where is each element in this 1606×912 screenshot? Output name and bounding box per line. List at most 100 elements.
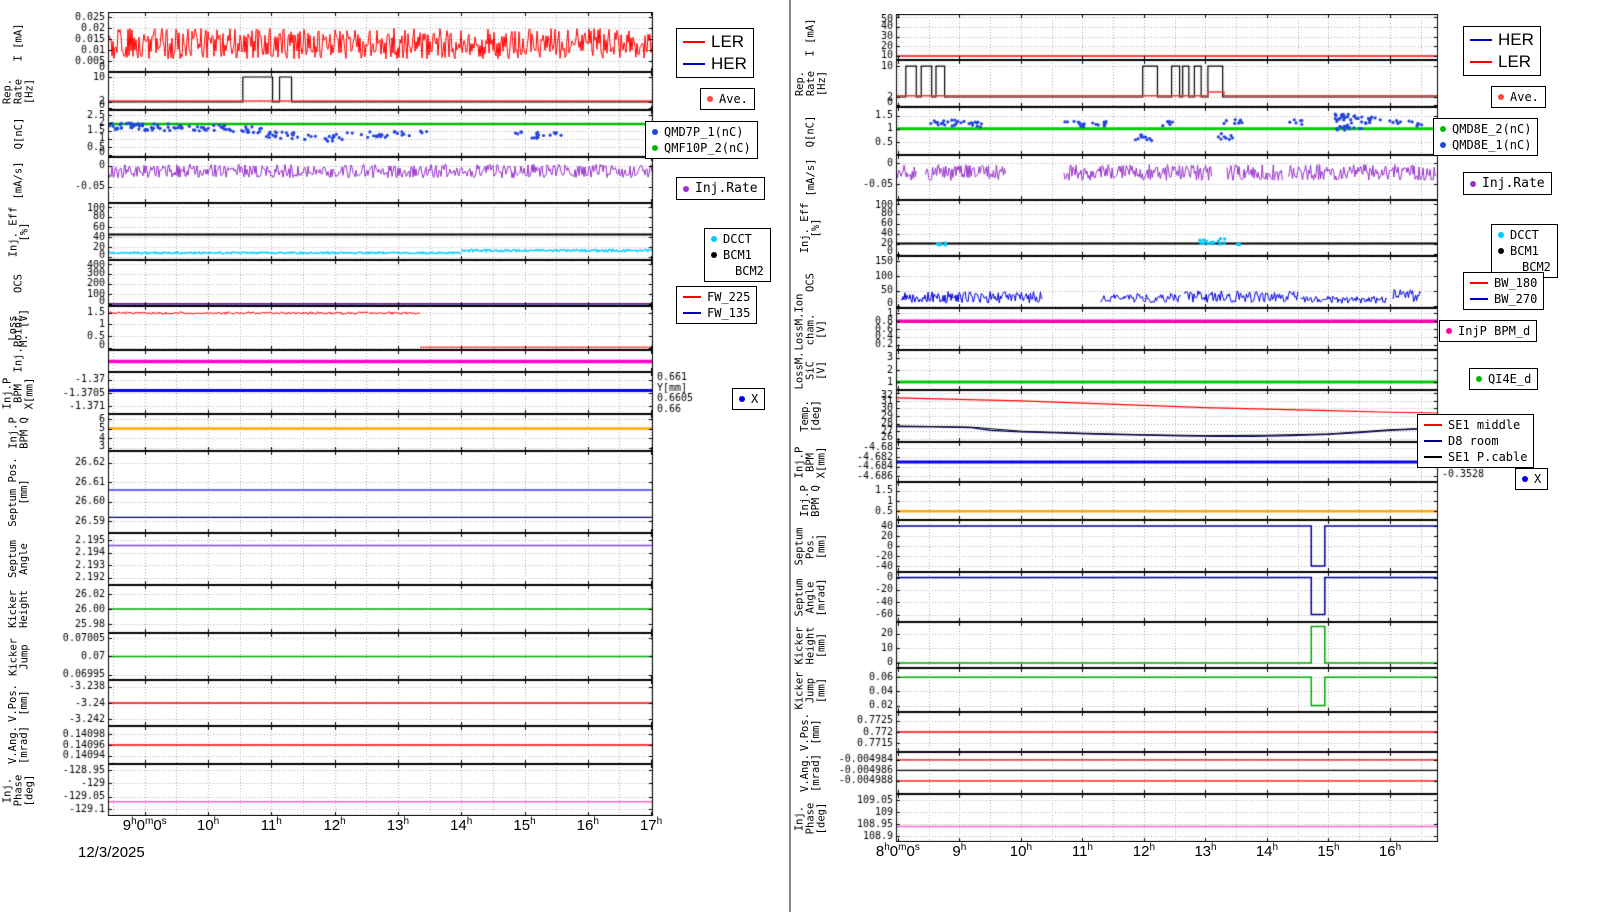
legend-label: FW_135 — [707, 306, 751, 320]
plot-injp-bpm-x — [38, 372, 715, 414]
ylabel-inj-rate: [mA/s] — [791, 155, 831, 200]
legend-entry: QMD8E_2(nC) — [1440, 122, 1531, 136]
x-tick: 10h — [196, 816, 220, 834]
ylabel-text-current: I [mA] — [12, 23, 25, 61]
legend-label: DCCT — [1510, 228, 1539, 242]
ylabel-text-inj-point: Inj.Point — [12, 315, 25, 372]
dot-marker — [711, 236, 717, 242]
ylabel-v-ang: V.Ang. [mrad] — [791, 752, 831, 794]
plot-injp-bpm-q — [38, 414, 715, 451]
legend-label: SE1 P.cable — [1448, 450, 1528, 464]
x-tick: 15h — [1317, 842, 1340, 860]
legend-entry: InjP BPM_d — [1446, 324, 1530, 338]
x-axis: 8h0m0s 9h 10h 11h 12h 13h 14h 15h 16h — [791, 842, 1606, 870]
plot-loss-monitor — [38, 306, 715, 350]
legend-label: X — [751, 392, 759, 406]
legend-entry: LER — [1470, 52, 1534, 72]
ylabel-text-injp-bpm-q: Inj.P BPM Q — [799, 485, 822, 517]
plot-injp-bpm-q — [831, 482, 1500, 520]
ylabel-charge: Q[nC] — [791, 107, 831, 155]
legend-entry: Ave. — [1498, 90, 1539, 104]
ylabel-inj-point: Inj.Point — [0, 315, 38, 372]
ylabel-text-charge: Q[nC] — [804, 115, 817, 147]
x-tick: 16h — [576, 816, 599, 834]
ylabel-text-current: I [mA] — [804, 18, 817, 56]
x-tick: 9h — [952, 842, 967, 860]
legend-charge: QMD7P_1(nC) QMF10P_2(nC) — [645, 121, 758, 159]
dot-marker — [711, 252, 717, 258]
x-tick: 11h — [1071, 842, 1093, 860]
ylabel-temp: Temp. [deg] — [791, 390, 831, 442]
x-tick: 9h0m0s — [122, 816, 167, 834]
legend-label: BW_270 — [1494, 292, 1538, 306]
ylabel-septum-angle: Septum Angle — [0, 533, 38, 585]
ylabel-text-septum-angle: Septum Angle [mrad] — [793, 578, 828, 616]
legend-entry: Inj.Rate — [683, 181, 758, 196]
plot-loss-sic — [831, 350, 1500, 390]
legend-sic: QI4E_d — [1469, 368, 1539, 390]
legend-entry: DCCT — [1498, 228, 1551, 242]
legend-label: DCCT — [723, 232, 752, 246]
x-tick: 8h0m0s — [875, 842, 920, 860]
dot-marker — [652, 145, 658, 151]
plot-v-pos — [831, 712, 1500, 752]
ylabel-text-septum-pos: Septum Pos. [mm] — [7, 457, 30, 527]
legend-ave: Ave. — [1491, 86, 1546, 108]
legend-entry: FW_135 — [683, 306, 750, 320]
ylabel-rep-rate: Rep. Rate [Hz] — [791, 60, 831, 107]
plot-kicker-height — [38, 585, 715, 633]
plot-inj-phase — [831, 794, 1500, 842]
ylabel-septum-pos: Septum Pos. [mm] — [791, 520, 831, 572]
x-tick: 11h — [260, 816, 282, 834]
plot-v-pos — [38, 680, 715, 726]
line-marker — [1470, 39, 1492, 41]
ylabel-text-loss-sic: LossM. SiC [V] — [793, 351, 828, 389]
none-marker — [1498, 266, 1516, 268]
ylabel-inj-eff: Inj. Eff [%] — [791, 200, 831, 256]
ylabel-text-kicker-height: Kicker Height [mm] — [793, 626, 828, 664]
plot-inj-eff — [38, 203, 715, 260]
legend-entry: BCM1 — [711, 248, 764, 262]
ylabel-kicker-jump: Kicker Jump — [0, 633, 38, 680]
x-tick: 12h — [1132, 842, 1156, 860]
legend-entry: FW_225 — [683, 290, 750, 304]
legend-label: LER — [711, 32, 745, 51]
ylabel-text-v-pos: V.Pos. [mm] — [7, 684, 30, 722]
ylabel-text-ocs: OCS — [804, 272, 817, 292]
ylabel-text-v-ang: V.Ang. [mrad] — [7, 726, 30, 764]
ylabel-injp-bpm-q: Inj.P BPM Q — [791, 482, 831, 520]
ylabel-current: I [mA] — [791, 14, 831, 60]
ylabel-text-kicker-jump: Kicker Jump — [7, 637, 30, 676]
legend-label: InjP BPM_d — [1458, 324, 1531, 338]
plot-ocs — [831, 256, 1500, 308]
plot-charge — [831, 107, 1500, 155]
legend-entry: SE1 middle — [1424, 418, 1527, 432]
plot-kicker-jump — [38, 633, 715, 680]
x-tick: 10h — [1009, 842, 1032, 860]
legend-inj-rate: Inj.Rate — [676, 177, 765, 200]
dot-marker — [707, 96, 713, 102]
legend-entry: DCCT — [711, 232, 764, 246]
plot-charge — [38, 110, 715, 157]
ylabel-text-injp-bpm-x: Inj.P BPM X[mm] — [1, 377, 36, 409]
plot-injp-bpm-x — [831, 442, 1500, 482]
legend-entry: X — [1522, 472, 1541, 486]
line-marker — [683, 296, 701, 298]
legend-label: QMF10P_2(nC) — [664, 141, 751, 155]
ylabel-text-v-ang: V.Ang. [mrad] — [799, 754, 822, 792]
line-marker — [1470, 282, 1488, 284]
plot-ocs — [38, 260, 715, 306]
ylabel-text-temp: Temp. [deg] — [799, 400, 822, 432]
x-tick: 16h — [1378, 842, 1402, 860]
plot-inj-phase — [38, 764, 715, 816]
ylabel-current: I [mA] — [0, 12, 38, 72]
legend-label: HER — [711, 54, 747, 73]
ylabel-v-pos: V.Pos. [mm] — [791, 712, 831, 752]
ylabel-text-inj-eff: Inj. Eff [%] — [799, 202, 822, 254]
legend-entry: QMD7P_1(nC) — [652, 125, 751, 139]
ylabel-inj-eff: Inj. Eff [%] — [0, 203, 38, 260]
ylabel-septum-pos: Septum Pos. [mm] — [0, 451, 38, 533]
legend-entry: QI4E_d — [1476, 372, 1531, 386]
dot-marker — [1470, 180, 1476, 187]
legend-ave: Ave. — [700, 88, 755, 110]
